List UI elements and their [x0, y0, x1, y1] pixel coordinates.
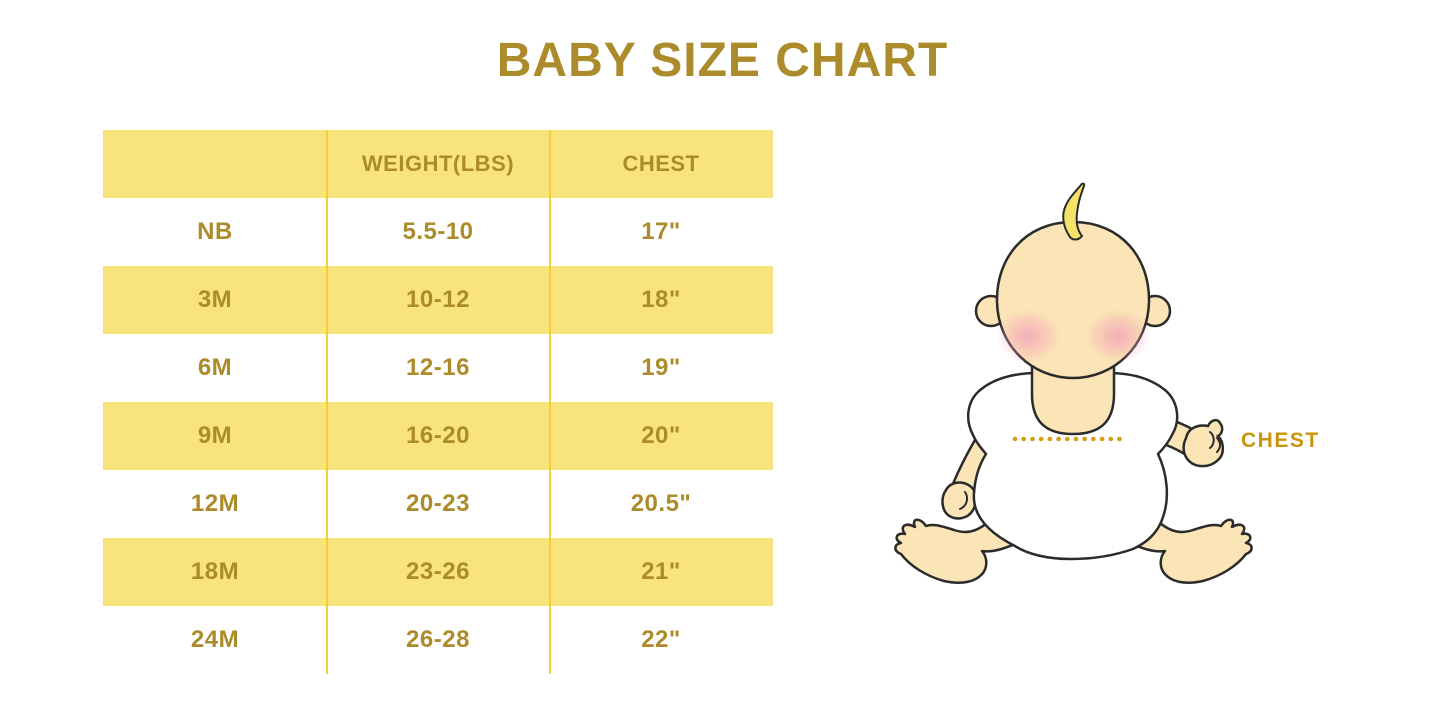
table-row: 3M 10-12 18": [103, 266, 773, 334]
cell-size: 3M: [197, 286, 233, 313]
cell-size: 18M: [190, 558, 240, 585]
table-header-row: WEIGHT(LBS) CHEST: [103, 130, 773, 198]
cell-chest: 20.5": [630, 490, 692, 517]
cell-weight: 26-28: [406, 626, 470, 653]
column-divider: [326, 130, 328, 674]
fist-finger-line: [1216, 437, 1221, 453]
cell-weight: 16-20: [406, 422, 470, 449]
cell-weight: 5.5-10: [402, 218, 474, 245]
cell-size: 9M: [197, 422, 233, 449]
right-fist: [1182, 418, 1225, 468]
cell-chest: 17": [641, 218, 681, 245]
cell-size: NB: [197, 218, 233, 245]
cell-size: 24M: [190, 626, 240, 653]
cell-chest: 18": [641, 286, 681, 313]
cell-size: 6M: [197, 354, 233, 381]
cell-weight: 10-12: [406, 286, 470, 313]
fist-finger-line: [1209, 431, 1215, 449]
table-row: 18M 23-26 21": [103, 538, 773, 606]
table-row: 6M 12-16 19": [103, 334, 773, 402]
left-cheek-blush: [996, 309, 1060, 363]
table-row: 9M 16-20 20": [103, 402, 773, 470]
cell-size: 12M: [190, 490, 240, 517]
header-cell-size: [103, 130, 327, 198]
cell-weight: 12-16: [406, 354, 470, 381]
chest-label: CHEST: [1241, 429, 1320, 452]
neck: [1030, 356, 1116, 436]
table-row: 24M 26-28 22": [103, 606, 773, 674]
header-cell-weight: WEIGHT(LBS): [361, 151, 515, 176]
page-title: BABY SIZE CHART: [496, 34, 949, 87]
baby-illustration: CHEST: [870, 180, 1340, 640]
column-divider: [549, 130, 551, 674]
cell-chest: 19": [641, 354, 681, 381]
cell-weight: 20-23: [406, 490, 470, 517]
cell-chest: 22": [641, 626, 681, 653]
header-cell-chest: CHEST: [622, 151, 700, 176]
table-row: 12M 20-23 20.5": [103, 470, 773, 538]
left-hand: [941, 481, 978, 520]
cell-weight: 23-26: [406, 558, 470, 585]
hair-curl: [1062, 182, 1086, 241]
left-hand-finger-line: [959, 491, 969, 510]
baby-icon: CHEST: [894, 182, 1320, 584]
cell-chest: 20": [641, 422, 681, 449]
size-table: WEIGHT(LBS) CHEST NB 5.5-10 17" 3M 10-12…: [103, 130, 773, 674]
right-cheek-blush: [1086, 309, 1150, 363]
table-row: NB 5.5-10 17": [103, 198, 773, 266]
cell-chest: 21": [641, 558, 681, 585]
